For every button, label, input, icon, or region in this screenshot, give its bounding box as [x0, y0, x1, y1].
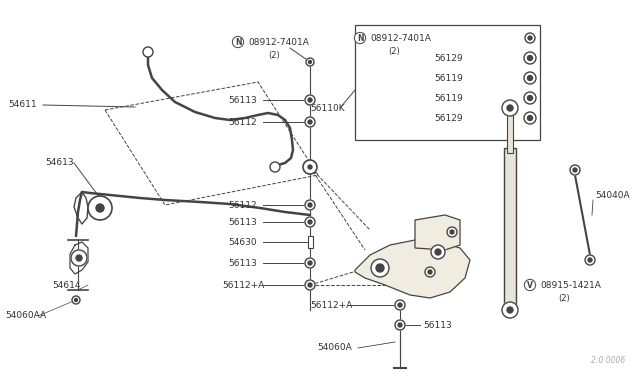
Text: 56119: 56119	[434, 74, 463, 83]
Circle shape	[305, 200, 315, 210]
Text: 54630: 54630	[228, 237, 257, 247]
Text: 56112: 56112	[228, 201, 257, 209]
Text: 08915-1421A: 08915-1421A	[540, 280, 601, 289]
Circle shape	[71, 250, 87, 266]
Circle shape	[585, 255, 595, 265]
Circle shape	[96, 204, 104, 212]
Text: 56113: 56113	[228, 218, 257, 227]
Circle shape	[527, 76, 532, 80]
Circle shape	[527, 115, 532, 121]
Text: 56129: 56129	[434, 54, 463, 62]
Bar	[307, 236, 312, 248]
Circle shape	[450, 230, 454, 234]
Text: 08912-7401A: 08912-7401A	[370, 33, 431, 42]
Text: 56112+A: 56112+A	[310, 301, 352, 310]
Circle shape	[305, 95, 315, 105]
Circle shape	[308, 283, 312, 287]
Text: 56113: 56113	[423, 321, 452, 330]
Circle shape	[528, 36, 532, 40]
Bar	[504, 148, 516, 305]
Circle shape	[588, 258, 592, 262]
Circle shape	[376, 264, 384, 272]
Circle shape	[502, 302, 518, 318]
Text: 08912-7401A: 08912-7401A	[248, 38, 309, 46]
Circle shape	[308, 165, 312, 169]
Circle shape	[308, 61, 312, 64]
Circle shape	[308, 220, 312, 224]
Text: 56129: 56129	[434, 113, 463, 122]
Circle shape	[88, 196, 112, 220]
Circle shape	[507, 307, 513, 313]
Circle shape	[308, 203, 312, 207]
Circle shape	[72, 296, 80, 304]
Circle shape	[524, 92, 536, 104]
Circle shape	[398, 303, 402, 307]
Text: N: N	[235, 38, 241, 46]
Circle shape	[525, 33, 535, 43]
Text: 54611: 54611	[8, 99, 36, 109]
Circle shape	[306, 58, 314, 66]
Circle shape	[395, 300, 405, 310]
Circle shape	[425, 267, 435, 277]
Circle shape	[303, 160, 317, 174]
Text: 54060A: 54060A	[317, 343, 352, 353]
Text: 54613: 54613	[45, 157, 74, 167]
Polygon shape	[415, 215, 460, 250]
Polygon shape	[355, 240, 470, 298]
Circle shape	[524, 112, 536, 124]
Text: 2:0 0006: 2:0 0006	[591, 356, 625, 365]
Circle shape	[143, 47, 153, 57]
Circle shape	[270, 162, 280, 172]
Circle shape	[371, 259, 389, 277]
Text: (2): (2)	[558, 294, 570, 302]
Circle shape	[74, 298, 77, 301]
Text: 56112: 56112	[228, 118, 257, 126]
Bar	[507, 108, 513, 153]
Text: 54040A: 54040A	[595, 190, 630, 199]
Circle shape	[398, 323, 402, 327]
Circle shape	[395, 320, 405, 330]
Circle shape	[428, 270, 432, 274]
Circle shape	[308, 98, 312, 102]
Text: 56113: 56113	[228, 96, 257, 105]
Text: 56112+A: 56112+A	[222, 280, 264, 289]
Circle shape	[431, 245, 445, 259]
Circle shape	[527, 55, 532, 61]
Text: 54060AA: 54060AA	[5, 311, 46, 321]
Text: (2): (2)	[388, 46, 400, 55]
Circle shape	[573, 168, 577, 172]
Circle shape	[524, 72, 536, 84]
Circle shape	[308, 261, 312, 265]
Circle shape	[435, 249, 441, 255]
Text: N: N	[356, 33, 364, 42]
Text: V: V	[527, 280, 533, 289]
Circle shape	[524, 52, 536, 64]
Circle shape	[527, 96, 532, 100]
Circle shape	[308, 120, 312, 124]
Circle shape	[305, 280, 315, 290]
Text: (2): (2)	[268, 51, 280, 60]
Circle shape	[447, 227, 457, 237]
Circle shape	[570, 165, 580, 175]
Circle shape	[507, 105, 513, 111]
Text: 54614: 54614	[52, 280, 81, 289]
Bar	[355, 25, 540, 140]
Circle shape	[305, 117, 315, 127]
Text: 56119: 56119	[434, 93, 463, 103]
Circle shape	[502, 100, 518, 116]
Text: 56110K: 56110K	[310, 103, 344, 112]
Circle shape	[305, 258, 315, 268]
Circle shape	[76, 255, 82, 261]
Circle shape	[305, 217, 315, 227]
Text: 56113: 56113	[228, 259, 257, 267]
